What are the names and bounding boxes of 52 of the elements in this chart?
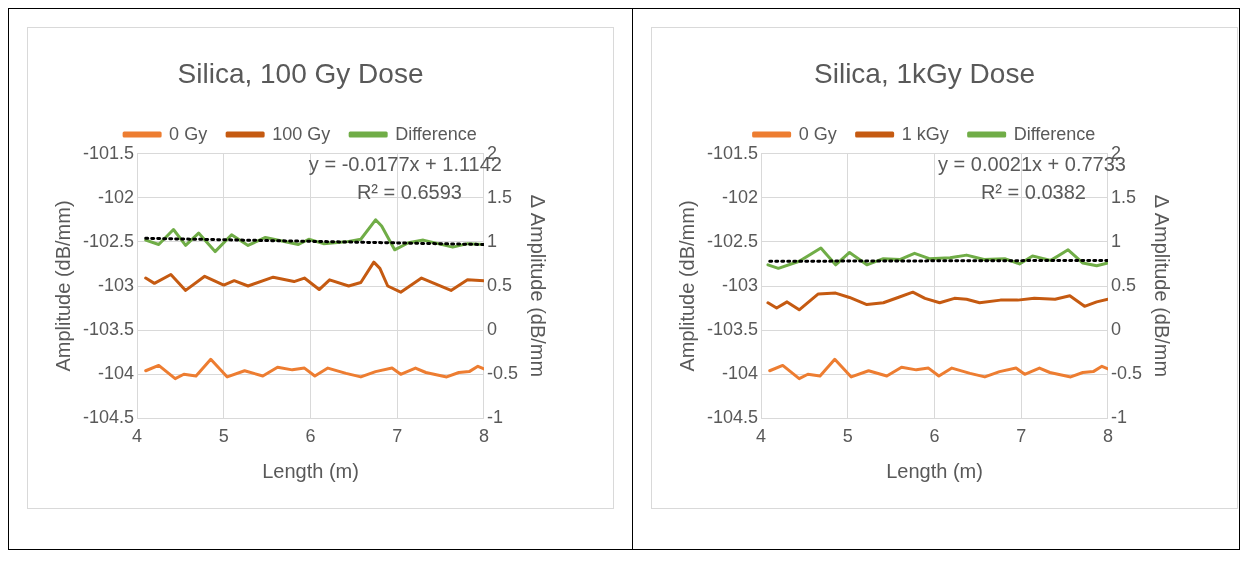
y-tick-label: -101.5 [82, 142, 135, 163]
y2-tick-label: 1.5 [486, 186, 513, 207]
y2-tick-label: 1 [486, 230, 497, 251]
y2-axis-title: Δ Amplitude (dB/mm [527, 194, 550, 378]
x-tick-label: 7 [1016, 426, 1027, 447]
y2-tick-label: 1.5 [1110, 186, 1137, 207]
legend-label: Difference [1013, 123, 1096, 144]
legend-label: 0 Gy [169, 123, 208, 144]
x-tick-label: 6 [929, 426, 940, 447]
y2-axis-title: Δ Amplitude (dB/mm [1151, 194, 1174, 378]
x-tick-label: 8 [478, 426, 489, 447]
x-tick-label: 5 [842, 426, 853, 447]
x-axis-title: Length (m) [262, 459, 359, 482]
y-tick-label: -103.5 [82, 319, 135, 340]
y-axis-title: Amplitude (dB/mm) [675, 200, 698, 372]
legend-label: 1 kGy [901, 123, 949, 144]
y2-tick-label: 0.5 [486, 274, 513, 295]
x-tick-label: 5 [218, 426, 229, 447]
legend-label: Difference [395, 123, 477, 144]
annotation: R² = 0.0382 [980, 181, 1086, 204]
y-tick-label: -103 [722, 274, 759, 295]
x-axis-title: Length (m) [886, 459, 983, 482]
annotation: R² = 0.6593 [356, 181, 462, 204]
y2-tick-label: 0 [486, 319, 497, 340]
y2-tick-label: -0.5 [486, 363, 519, 384]
y-tick-label: -104 [98, 363, 135, 384]
y-tick-label: -102.5 [82, 230, 135, 251]
y-tick-label: -104 [722, 363, 759, 384]
x-tick-label: 4 [132, 426, 143, 447]
y-tick-label: -102 [98, 186, 135, 207]
x-tick-label: 6 [305, 426, 316, 447]
chart-title: Silica, 100 Gy Dose [177, 57, 424, 89]
x-tick-label: 7 [392, 426, 403, 447]
y-tick-label: -104.5 [706, 407, 759, 428]
y-tick-label: -104.5 [82, 407, 135, 428]
legend-label: 0 Gy [798, 123, 837, 144]
y2-tick-label: 1 [1110, 230, 1121, 251]
chart-title: Silica, 1kGy Dose [814, 57, 1035, 89]
y-tick-label: -103 [98, 274, 135, 295]
x-tick-label: 8 [1102, 426, 1113, 447]
y-tick-label: -103.5 [706, 319, 759, 340]
y-tick-label: -102.5 [706, 230, 759, 251]
y-tick-label: -102 [722, 186, 759, 207]
y-tick-label: -101.5 [706, 142, 759, 163]
y2-tick-label: 0 [1110, 319, 1121, 340]
y2-tick-label: -1 [486, 407, 503, 428]
y2-tick-label: -0.5 [1110, 363, 1143, 384]
y2-tick-label: -1 [1110, 407, 1127, 428]
y2-tick-label: 0.5 [1110, 274, 1137, 295]
x-tick-label: 4 [756, 426, 767, 447]
legend-label: 100 Gy [272, 123, 331, 144]
y-axis-title: Amplitude (dB/mm) [51, 200, 74, 372]
